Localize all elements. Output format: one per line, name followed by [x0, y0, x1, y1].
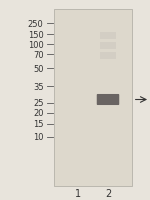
Text: 100: 100 — [28, 41, 44, 49]
FancyBboxPatch shape — [100, 53, 116, 59]
Text: 20: 20 — [33, 109, 44, 117]
Text: 35: 35 — [33, 83, 44, 91]
Text: 15: 15 — [33, 120, 44, 128]
Text: 2: 2 — [105, 188, 111, 198]
FancyBboxPatch shape — [97, 95, 119, 106]
FancyBboxPatch shape — [100, 43, 116, 49]
Text: 70: 70 — [33, 51, 44, 59]
Text: 150: 150 — [28, 31, 44, 39]
Text: 10: 10 — [33, 133, 44, 141]
FancyBboxPatch shape — [54, 10, 132, 186]
Text: 250: 250 — [28, 20, 44, 28]
Text: 50: 50 — [33, 65, 44, 73]
Text: 1: 1 — [75, 188, 81, 198]
FancyBboxPatch shape — [100, 33, 116, 39]
Text: 25: 25 — [33, 99, 44, 107]
